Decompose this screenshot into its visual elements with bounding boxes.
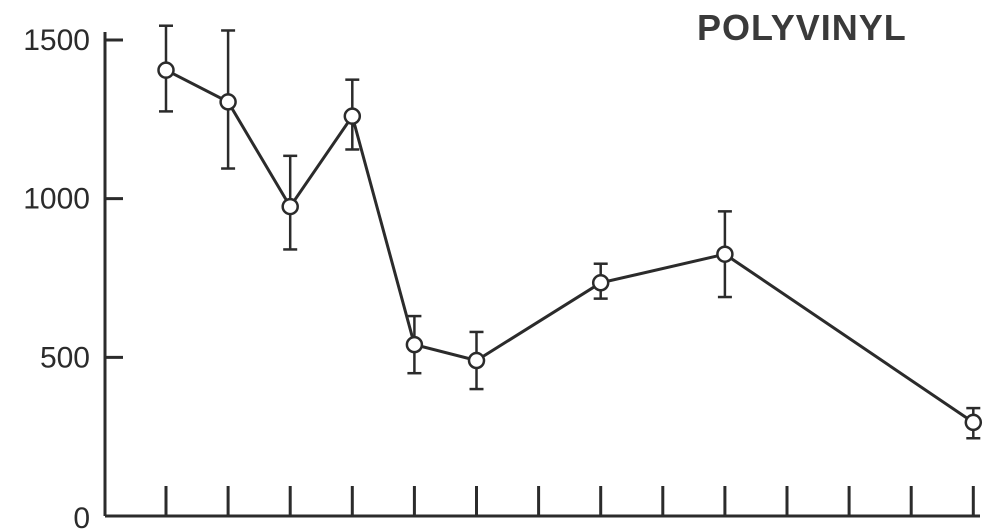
data-point bbox=[281, 197, 299, 216]
data-points bbox=[157, 61, 983, 432]
y-tick-label: 0 bbox=[73, 502, 90, 529]
data-point bbox=[405, 335, 424, 354]
data-point bbox=[157, 61, 175, 79]
data-point bbox=[591, 274, 610, 292]
y-tick-label: 1000 bbox=[23, 183, 90, 216]
data-point bbox=[343, 107, 362, 125]
y-tick-label: 1500 bbox=[23, 24, 90, 57]
chart-title: POLYVINYL bbox=[697, 7, 907, 48]
y-ticks: 0 500 1000 1500 bbox=[23, 24, 123, 529]
series-line bbox=[165, 68, 975, 424]
data-point bbox=[964, 413, 983, 432]
axes bbox=[103, 32, 980, 518]
data-point bbox=[467, 351, 486, 370]
error-bars bbox=[159, 24, 981, 440]
data-point bbox=[716, 245, 734, 263]
data-point bbox=[219, 93, 237, 111]
x-ticks bbox=[164, 486, 975, 516]
y-tick-label: 500 bbox=[40, 341, 90, 374]
